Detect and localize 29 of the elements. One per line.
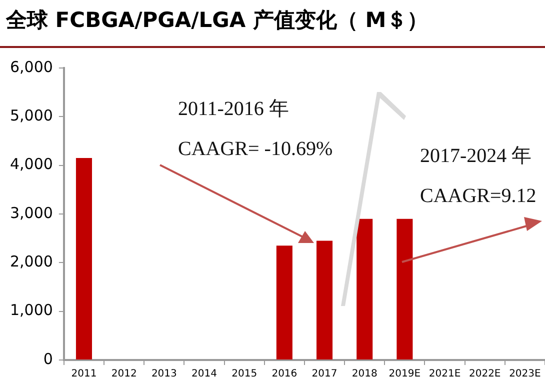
- y-tick-label: 5,000: [10, 106, 53, 125]
- chart-title: 全球 FCBGA/PGA/LGA 产值变化（ M＄）: [6, 7, 428, 34]
- x-tick-label: 2019E: [388, 368, 421, 380]
- y-tick-label: 0: [43, 350, 53, 368]
- x-tick-label: 2023E: [509, 368, 541, 380]
- x-tick-label: 2018: [352, 368, 378, 380]
- bar: [76, 158, 92, 360]
- annotation: CAAGR=9.12: [420, 185, 536, 208]
- y-tick-label: 6,000: [10, 58, 53, 76]
- annotation: 2017-2024 年: [420, 144, 532, 169]
- y-tick-label: 1,000: [10, 301, 53, 320]
- bar: [276, 246, 292, 360]
- x-tick-label: 2015: [232, 368, 258, 380]
- bar: [316, 240, 333, 360]
- x-tick-label: 2012: [111, 368, 137, 380]
- x-tick-label: 2011: [71, 368, 97, 380]
- x-tick-label: 2014: [192, 368, 217, 380]
- y-tick-label: 2,000: [10, 252, 53, 271]
- annotation: 2011-2016 年: [178, 97, 289, 122]
- x-tick-label: 2022E: [468, 368, 501, 380]
- bar: [356, 218, 373, 360]
- x-tick-label: 2013: [151, 368, 177, 380]
- y-tick-label: 4,000: [10, 155, 53, 174]
- bar: [396, 218, 413, 360]
- y-tick-label: 3,000: [10, 204, 53, 222]
- x-tick-label: 2016: [272, 368, 298, 380]
- x-tick-label: 2021E: [428, 368, 461, 380]
- annotation: CAAGR= -10.69%: [178, 138, 333, 161]
- x-tick-label: 2017: [312, 368, 338, 380]
